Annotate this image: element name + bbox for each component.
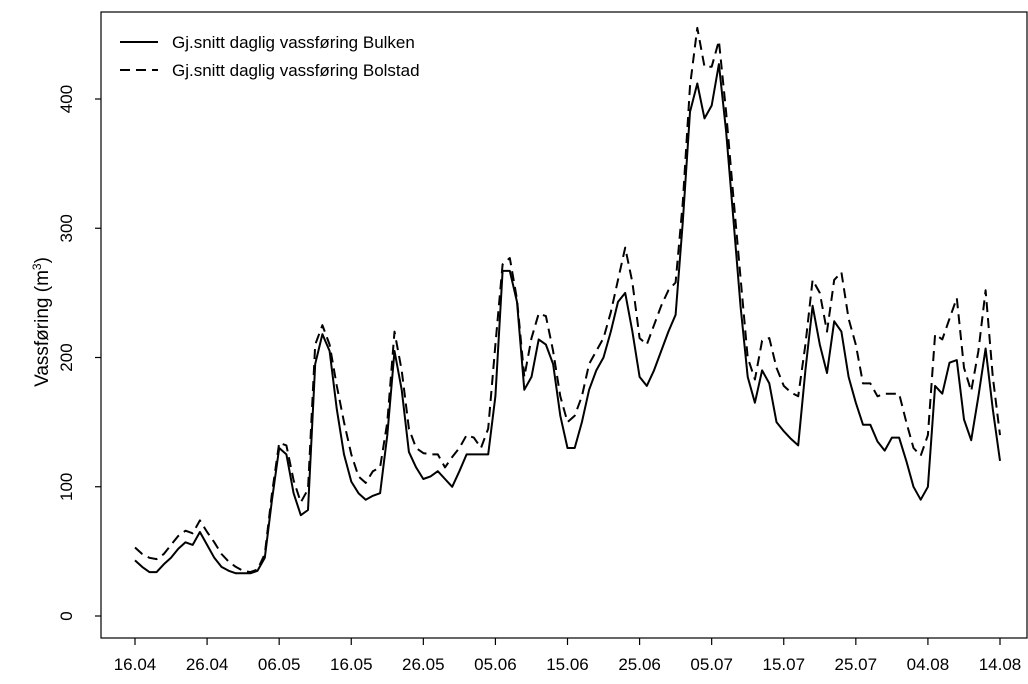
legend-label-bolstad: Gj.snitt daglig vassføring Bolstad	[172, 61, 420, 80]
y-tick-label: 200	[57, 343, 76, 371]
y-axis-title-superscript: 3	[30, 263, 44, 270]
x-tick-label: 05.06	[474, 655, 517, 674]
x-tick-label: 16.05	[330, 655, 373, 674]
x-tick-label: 25.07	[835, 655, 878, 674]
x-tick-label: 04.08	[907, 655, 950, 674]
x-axis: 16.04 26.04 06.05 16.05 26.05 05.06 15.06 25.06…	[114, 638, 1022, 674]
x-tick-label: 16.04	[114, 655, 157, 674]
x-tick-label: 15.06	[546, 655, 589, 674]
y-axis: 0 100 200 300 400	[57, 85, 101, 621]
series-line-bolstad	[134, 26, 1001, 574]
x-tick-label: 26.04	[186, 655, 229, 674]
x-tick-label: 14.08	[979, 655, 1022, 674]
y-axis-title: Vassføring (m3)	[30, 257, 53, 387]
x-tick-label: 26.05	[402, 655, 445, 674]
x-tick-label: 06.05	[258, 655, 301, 674]
y-tick-label: 0	[57, 611, 76, 620]
series-layer	[134, 26, 1001, 575]
legend: Gj.snitt daglig vassføring Bulken Gj.sni…	[120, 33, 420, 80]
y-tick-label: 100	[57, 473, 76, 501]
series-line-bulken	[134, 63, 1001, 575]
y-tick-label: 300	[57, 214, 76, 242]
x-tick-label: 15.07	[763, 655, 806, 674]
y-tick-label: 400	[57, 85, 76, 113]
x-tick-label: 25.06	[618, 655, 661, 674]
x-tick-label: 05.07	[690, 655, 733, 674]
legend-label-bulken: Gj.snitt daglig vassføring Bulken	[172, 33, 415, 52]
plot-frame	[100, 11, 1028, 639]
y-axis-title-main: Vassføring (m	[32, 270, 53, 387]
y-axis-title-close: )	[32, 257, 53, 263]
